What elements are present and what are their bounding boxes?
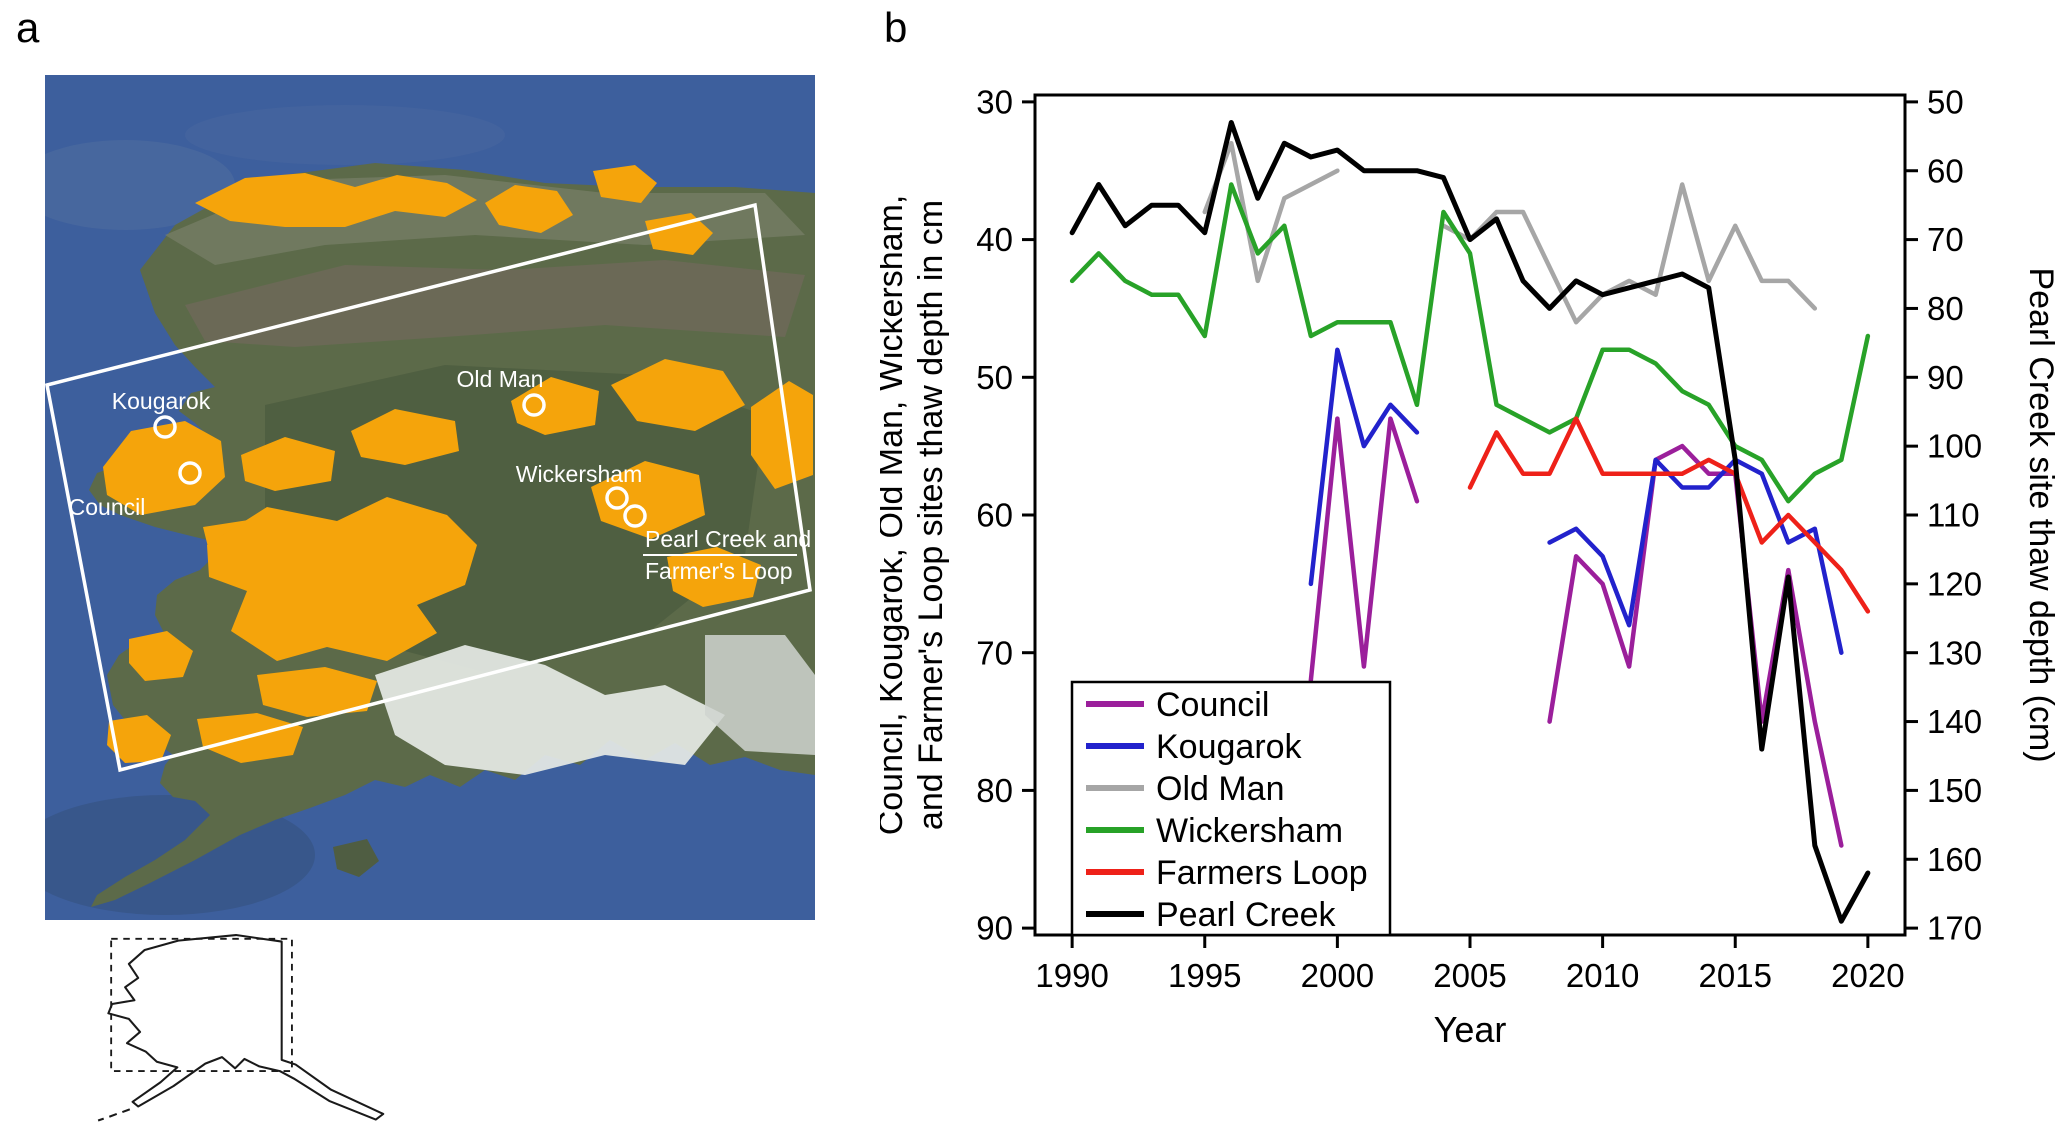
- y-left-tick-label: 60: [976, 497, 1013, 534]
- y-right-tick-label: 110: [1927, 497, 1980, 534]
- chart-canvas: 30 40 50 60 70 80 90 50 60 70 80 90 100 110 120 130 140 1…: [880, 83, 2060, 1050]
- x-tick-label: 2010: [1566, 957, 1639, 994]
- y-left-tick-label: 50: [976, 359, 1013, 396]
- alaska-outline-svg: [97, 934, 385, 1122]
- site-marker-wickersham: Wickersham: [516, 461, 643, 510]
- y-right-tick-label: 160: [1927, 841, 1982, 878]
- series-line-old-man: [1441, 182, 1818, 325]
- x-tick-label: 2020: [1831, 957, 1904, 994]
- y-right-tick-label: 150: [1927, 772, 1982, 809]
- site-label-pearl-creek: Pearl Creek and: [645, 526, 811, 552]
- x-tick-label: 2005: [1433, 957, 1506, 994]
- site-circle-wickersham: [605, 486, 629, 510]
- legend-label-wickersham: Wickersham: [1156, 812, 1343, 850]
- y-right-tick-label: 120: [1927, 565, 1982, 602]
- site-circle-old-man: [522, 393, 546, 417]
- site-marker-old-man: Old Man: [457, 366, 546, 417]
- site-label-farmers-loop: Farmer's Loop: [645, 558, 793, 584]
- kodiak-island: [333, 839, 379, 877]
- legend-label-council: Council: [1156, 686, 1269, 724]
- orange-overlay: [103, 165, 813, 763]
- legend-label-kougarok: Kougarok: [1156, 728, 1303, 766]
- series-line-kougarok: [1308, 347, 1420, 587]
- site-marker-council: Council: [69, 461, 202, 520]
- panel-a-label: a: [16, 4, 40, 51]
- x-tick-label: 1995: [1168, 957, 1241, 994]
- site-label-wickersham: Wickersham: [516, 461, 643, 487]
- site-label-old-man: Old Man: [457, 366, 544, 392]
- legend-label-old-man: Old Man: [1156, 770, 1285, 808]
- x-tick-label: 1990: [1035, 957, 1108, 994]
- series-line-wickersham: [1069, 182, 1871, 504]
- x-tick-label: 2015: [1699, 957, 1772, 994]
- y-left-tick-label: 30: [976, 83, 1013, 120]
- legend-label-farmers-loop: Farmers Loop: [1156, 854, 1368, 892]
- alaska-inset-map: [85, 922, 415, 1127]
- y-left-tick-label: 70: [976, 634, 1013, 671]
- site-marker-kougarok: Kougarok: [112, 388, 211, 439]
- snowy-alaska-range: [375, 645, 725, 775]
- y-left-axis-title: Council, Kougarok, Old Man, Wickersham,: [880, 195, 910, 836]
- x-tick-label: 2000: [1301, 957, 1374, 994]
- aleutian-islands: [97, 1108, 131, 1122]
- y-left-tick-label: 40: [976, 221, 1013, 258]
- y-right-tick-label: 70: [1927, 221, 1964, 258]
- legend-label-pearl-creek: Pearl Creek: [1156, 896, 1337, 934]
- series-line-council: [1547, 443, 1844, 848]
- sea-ice-streak: [45, 140, 235, 230]
- alaska-satellite-image: Kougarok Council Old Man Wickersham Pear…: [45, 75, 815, 920]
- legend-box: [1070, 680, 1392, 937]
- y-right-tick-label: 80: [1927, 290, 1964, 327]
- satellite-map-panel: Kougarok Council Old Man Wickersham Pear…: [45, 75, 815, 920]
- x-axis-title: Year: [1434, 1009, 1507, 1050]
- y-left-tick-label: 80: [976, 772, 1013, 809]
- site-circle-council: [178, 461, 202, 485]
- series-line-pearl-creek: [1069, 120, 1871, 924]
- series-line-kougarok: [1547, 457, 1844, 655]
- sea-ice-streak: [185, 105, 505, 165]
- y-right-tick-label: 100: [1927, 428, 1982, 465]
- site-circle-pearl-creek-farmers-loop: [623, 504, 647, 528]
- y-right-tick-label: 130: [1927, 634, 1982, 671]
- series-line-farmers-loop: [1467, 416, 1871, 614]
- y-left-axis-title: and Farmer's Loop sites thaw depth in cm: [912, 200, 950, 830]
- site-label-kougarok: Kougarok: [112, 388, 211, 414]
- snowy-southeast-mountains: [705, 635, 815, 755]
- y-right-axis-title: Pearl Creek site thaw depth (cm): [2022, 267, 2060, 762]
- brooks-range: [185, 260, 805, 347]
- thaw-depth-chart: 30 40 50 60 70 80 90 50 60 70 80 90 100 110 120 130 140 1…: [880, 30, 2067, 1115]
- y-left-tick-label: 90: [976, 910, 1013, 947]
- y-right-tick-label: 50: [1927, 83, 1964, 120]
- y-right-tick-label: 60: [1927, 152, 1964, 189]
- series-line-council: [1308, 416, 1420, 683]
- site-circle-kougarok: [153, 415, 177, 439]
- alaska-outline: [107, 934, 385, 1121]
- y-right-tick-label: 140: [1927, 703, 1982, 740]
- y-right-tick-label: 170: [1927, 910, 1982, 947]
- inset-study-region-rect: [110, 937, 293, 1073]
- site-marker-pearl-creek-farmers-loop: Pearl Creek and Farmer's Loop: [623, 504, 811, 584]
- panel-b-label: b: [884, 4, 908, 51]
- site-label-council: Council: [69, 494, 146, 520]
- y-right-tick-label: 90: [1927, 359, 1964, 396]
- study-region-outline: [45, 202, 812, 773]
